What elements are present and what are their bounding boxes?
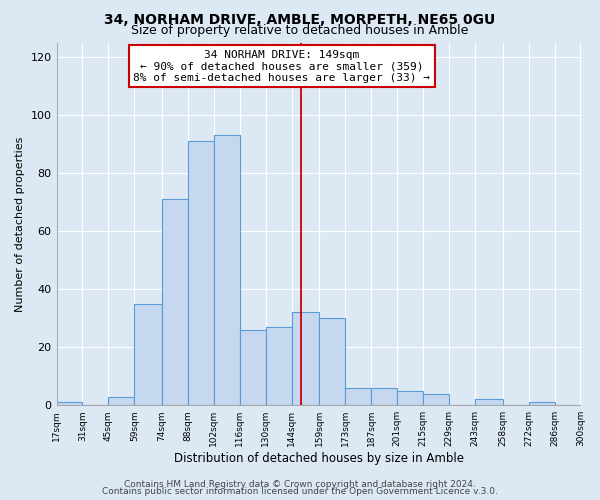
Bar <box>475 400 503 405</box>
Bar <box>134 304 162 405</box>
Text: Contains public sector information licensed under the Open Government Licence v.: Contains public sector information licen… <box>102 487 498 496</box>
X-axis label: Distribution of detached houses by size in Amble: Distribution of detached houses by size … <box>173 452 464 465</box>
Bar <box>266 327 292 405</box>
Bar <box>240 330 266 405</box>
Bar <box>214 136 240 405</box>
Text: 34 NORHAM DRIVE: 149sqm
← 90% of detached houses are smaller (359)
8% of semi-de: 34 NORHAM DRIVE: 149sqm ← 90% of detache… <box>133 50 430 83</box>
Text: Size of property relative to detached houses in Amble: Size of property relative to detached ho… <box>131 24 469 37</box>
Bar <box>109 396 134 405</box>
Bar <box>319 318 346 405</box>
Bar <box>423 394 449 405</box>
Bar <box>346 388 371 405</box>
Bar <box>371 388 397 405</box>
Bar <box>56 402 82 405</box>
Y-axis label: Number of detached properties: Number of detached properties <box>15 136 25 312</box>
Bar <box>529 402 554 405</box>
Text: Contains HM Land Registry data © Crown copyright and database right 2024.: Contains HM Land Registry data © Crown c… <box>124 480 476 489</box>
Text: 34, NORHAM DRIVE, AMBLE, MORPETH, NE65 0GU: 34, NORHAM DRIVE, AMBLE, MORPETH, NE65 0… <box>104 12 496 26</box>
Bar <box>188 141 214 405</box>
Bar <box>397 390 423 405</box>
Bar <box>162 199 188 405</box>
Bar <box>292 312 319 405</box>
